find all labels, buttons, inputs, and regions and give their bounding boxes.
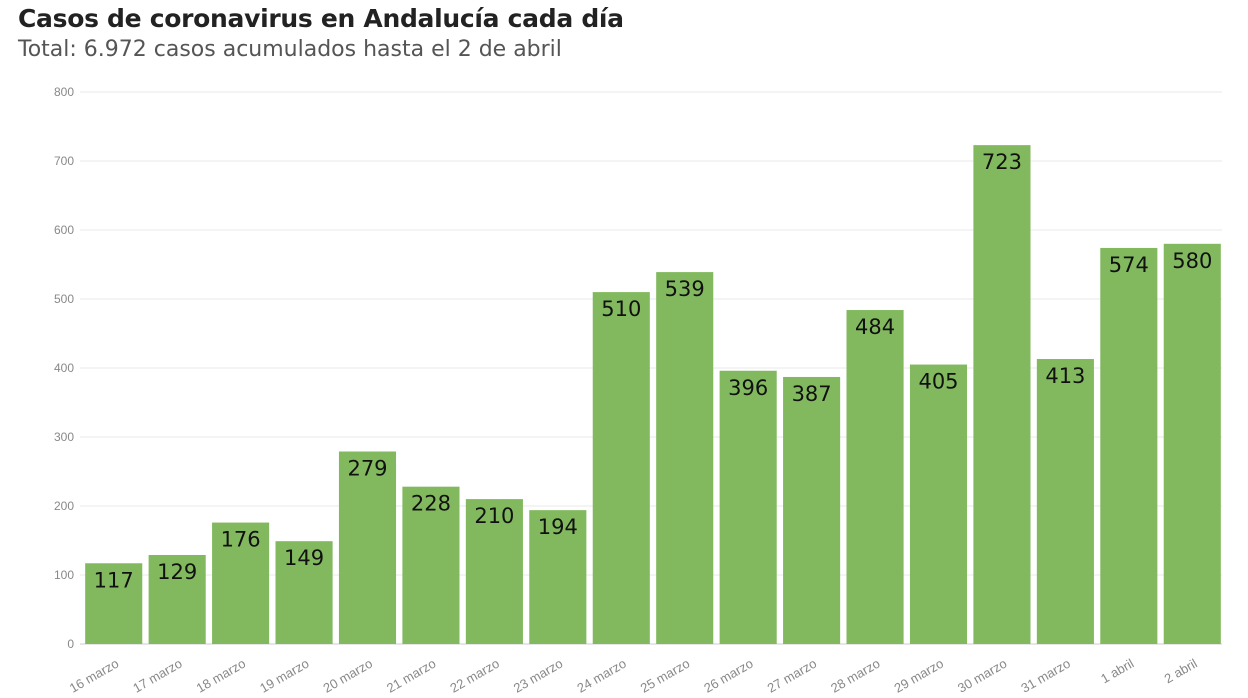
bars [85, 145, 1221, 645]
x-tick-label: 26 marzo [701, 656, 755, 696]
bar [973, 145, 1031, 644]
bar-value-label: 723 [982, 150, 1022, 174]
bar-value-label: 387 [792, 382, 832, 406]
bar [465, 499, 523, 644]
bar-value-label: 176 [221, 528, 261, 552]
bar [783, 376, 841, 644]
grid-lines [80, 91, 1222, 645]
bar [275, 541, 333, 644]
y-tick-label: 700 [54, 154, 74, 168]
y-tick-label: 800 [54, 85, 74, 99]
x-tick-label: 27 marzo [765, 656, 819, 696]
bar-value-label: 484 [855, 315, 895, 339]
y-tick-label: 600 [54, 223, 74, 237]
bar [909, 364, 968, 644]
bar [85, 563, 143, 644]
bar [402, 486, 460, 644]
chart-title: Casos de coronavirus en Andalucía cada d… [18, 4, 624, 33]
x-tick-label: 18 marzo [194, 656, 248, 696]
bar [338, 451, 397, 644]
bar-value-label: 279 [347, 456, 387, 480]
x-tick-label: 20 marzo [321, 656, 375, 696]
bar [148, 554, 206, 644]
bar-value-label: 194 [538, 515, 578, 539]
x-tick-label: 2 abril [1162, 656, 1200, 687]
y-tick-label: 400 [54, 361, 74, 375]
bar [1100, 247, 1158, 644]
x-tick-label: 1 abril [1098, 656, 1136, 687]
x-tick-label: 28 marzo [828, 656, 882, 696]
y-tick-label: 200 [54, 499, 74, 513]
bar-value-label: 396 [728, 376, 768, 400]
bar-value-label: 149 [284, 546, 324, 570]
bar-value-label: 117 [94, 568, 134, 592]
bar [846, 310, 904, 644]
x-tick-label: 30 marzo [955, 656, 1009, 696]
x-tick-label: 22 marzo [447, 656, 501, 696]
bar [529, 510, 587, 644]
x-tick-label: 21 marzo [384, 656, 438, 696]
bar-value-label: 129 [157, 560, 197, 584]
bar-value-label: 405 [918, 370, 958, 394]
bar [592, 292, 650, 644]
bar-value-label: 580 [1172, 249, 1212, 273]
bar-value-label: 574 [1109, 253, 1149, 277]
bar-value-label: 228 [411, 492, 451, 516]
x-axis-ticks: 16 marzo 17 marzo 18 marzo 19 marzo 20 marzo… [67, 656, 1200, 696]
y-tick-label: 0 [67, 637, 74, 651]
bar [1163, 243, 1221, 645]
x-tick-label: 19 marzo [257, 656, 311, 696]
y-tick-label: 300 [54, 430, 74, 444]
bar-value-label: 210 [474, 504, 514, 528]
x-tick-label: 16 marzo [67, 656, 121, 696]
x-tick-label: 24 marzo [574, 656, 628, 696]
bar-value-label: 413 [1045, 364, 1085, 388]
x-tick-label: 23 marzo [511, 656, 565, 696]
y-axis-ticks: 0 100 200 300 400 500 600 700 800 [54, 85, 74, 651]
x-tick-label: 29 marzo [892, 656, 946, 696]
chart-subtitle: Total: 6.972 casos acumulados hasta el 2… [18, 37, 562, 62]
bar [656, 272, 714, 644]
x-tick-label: 31 marzo [1018, 656, 1072, 696]
bar-value-labels: 117 129 176 149 279 228 210 194 510 539 396 387 484 4… [94, 150, 1213, 592]
bar [719, 370, 777, 644]
y-tick-label: 500 [54, 292, 74, 306]
y-tick-label: 100 [54, 568, 74, 582]
bar [212, 522, 270, 644]
bar [1036, 359, 1094, 644]
bar-value-label: 539 [665, 277, 705, 301]
x-tick-label: 17 marzo [130, 656, 184, 696]
bar-value-label: 510 [601, 297, 641, 321]
x-tick-label: 25 marzo [638, 656, 692, 696]
